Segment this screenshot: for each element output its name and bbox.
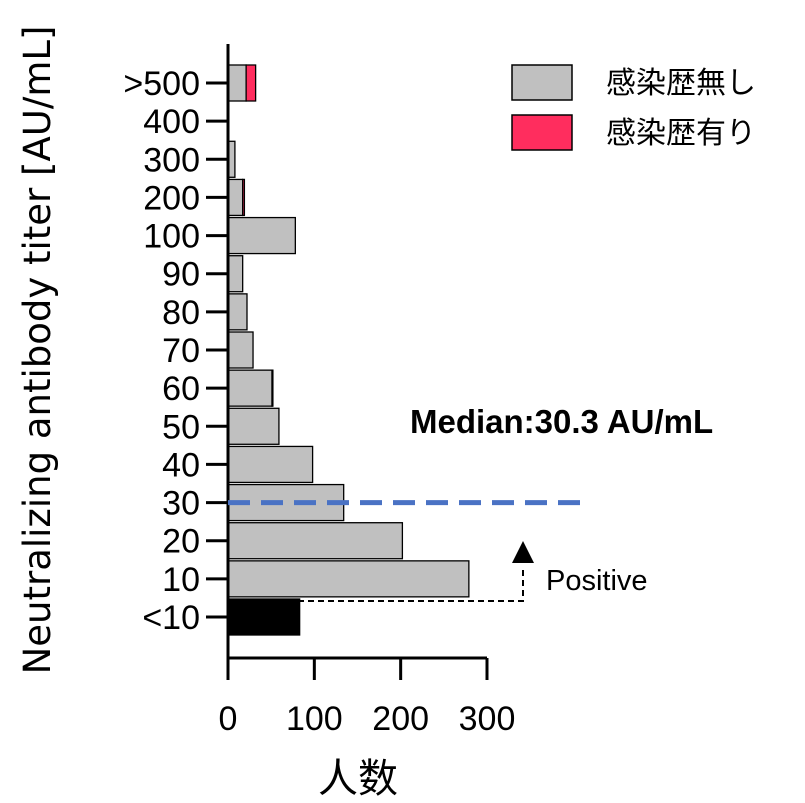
- bar-1-6: [271, 369, 274, 407]
- y-tick-label: 400: [143, 103, 200, 141]
- positive-annotation: Positive: [228, 541, 648, 602]
- bar-0-11: [227, 178, 244, 217]
- x-tick-label: 0: [219, 700, 238, 738]
- legend-label-infection: 感染歴有り: [606, 116, 756, 151]
- bar-1-14: [245, 64, 257, 102]
- bar-0-10: [227, 216, 296, 255]
- legend-label-no-infection: 感染歴無し: [606, 66, 756, 101]
- legend-swatch-infection: [511, 114, 573, 151]
- y-tick-label: 90: [162, 256, 200, 294]
- y-tick-label: 200: [143, 179, 200, 217]
- positive-label: Positive: [546, 565, 648, 597]
- y-tick-label: 70: [162, 332, 200, 370]
- bar-0-6: [227, 369, 273, 407]
- x-axis-title: 人数: [318, 756, 398, 802]
- y-axis-title: Neutralizing antibody titer [AU/mL]: [16, 26, 59, 675]
- y-tick-label: 50: [162, 408, 200, 446]
- x-tick-label: 100: [286, 700, 343, 738]
- bar-0-2: [227, 522, 404, 560]
- y-tick-label: 40: [162, 446, 200, 484]
- y-tick-label: 20: [162, 523, 200, 561]
- bar-1-11: [242, 178, 246, 217]
- y-tick-label: 60: [162, 370, 200, 408]
- bars-group: [227, 64, 470, 636]
- x-ticks-group: 0 100 200 300: [219, 658, 516, 738]
- y-tick-label: 80: [162, 294, 200, 332]
- legend: 感染歴無し 感染歴有り: [511, 64, 756, 151]
- legend-swatch-no-infection: [511, 64, 573, 101]
- bar-0-14: [227, 64, 247, 102]
- y-tick-label: 10: [162, 561, 200, 599]
- bar-0-5: [227, 407, 280, 445]
- median-annotation: Median:30.3 AU/mL: [410, 403, 713, 440]
- bar-0-9: [227, 255, 244, 293]
- positive-threshold-line: [228, 567, 524, 602]
- bar-0-1: [227, 560, 470, 598]
- x-tick-label: 300: [459, 700, 516, 738]
- bar-0-8: [227, 293, 248, 331]
- y-tick-label: 300: [143, 141, 200, 179]
- bar-0-0: [227, 598, 301, 636]
- bar-0-7: [227, 331, 254, 369]
- y-tick-label: <10: [142, 599, 200, 637]
- x-tick-label: 200: [372, 700, 429, 738]
- y-tick-label: >500: [123, 65, 200, 103]
- bar-0-4: [227, 445, 314, 484]
- y-tick-label: 30: [162, 485, 200, 523]
- y-tick-label: 100: [143, 218, 200, 256]
- positive-arrow-head: [512, 541, 534, 563]
